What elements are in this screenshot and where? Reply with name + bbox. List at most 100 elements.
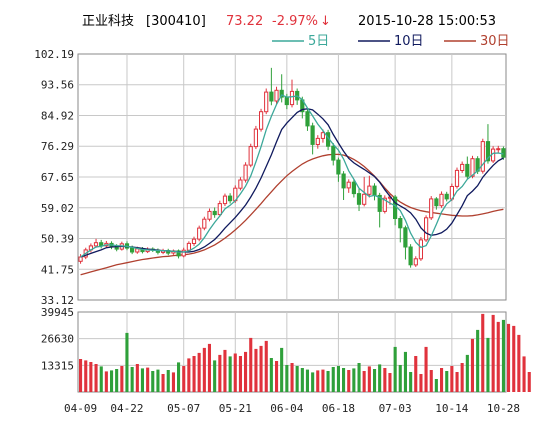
volume-bar [486,337,490,392]
volume-bar [84,360,88,392]
volume-bar [238,356,242,392]
volume-bar [300,368,304,392]
volume-bar [290,363,294,392]
volume-bar [321,369,325,392]
candle-up [197,227,202,240]
candle-down [284,96,289,106]
candle-up [367,185,372,195]
candle-up [289,90,295,106]
volume-bars [79,313,531,392]
volume-bar [115,369,119,392]
candle-up [238,179,243,189]
ma10-line [80,108,504,258]
candle-up [439,193,444,207]
candle-down [377,194,382,212]
price-tick-label: 59.02 [41,202,74,215]
volume-bar [110,370,114,392]
candle-down [465,163,470,177]
volume-bar [146,367,150,392]
volume-bar [527,372,531,392]
candle-down [434,198,439,207]
legend: 5日 10日 30日 [272,34,510,49]
price-tick-label: 50.39 [41,232,74,245]
candle-down [130,247,135,253]
volume-bar [414,356,418,392]
candle-down [331,145,336,161]
candle-down [212,210,217,216]
candle-up [346,181,351,189]
volume-bar [120,366,124,392]
candle-up [382,197,387,212]
ma5-line [80,94,504,258]
volume-bar [455,372,459,392]
volume-bar [182,366,186,392]
volume-bar [104,371,108,392]
volume-bar [166,370,170,392]
candle-up [181,249,186,257]
legend-ma5-label: 5日 [308,34,329,49]
volume-bar [440,368,444,392]
candle-up [259,111,264,130]
volume-bar [140,368,144,392]
candle-up [362,193,367,205]
candle-up [413,258,418,266]
candle-up [274,89,279,102]
x-tick-label: 04-22 [110,402,143,415]
candle-up [93,242,99,247]
candle-up [454,169,460,187]
volume-bar [419,374,423,392]
change-down-arrow-icon: ↓ [320,14,331,29]
volume-bar [507,323,511,392]
price-tick-label: 102.19 [34,48,74,61]
x-tick-label: 07-03 [379,402,412,415]
candle-down [408,246,413,266]
volume-bar [275,361,279,392]
volume-bar [197,352,201,392]
candle-down [485,141,491,162]
volume-tick-label: 13315 [41,359,74,372]
volume-bar [125,332,129,392]
candle-down [228,195,233,202]
x-tick-label: 04-09 [64,402,97,415]
candle-down [279,89,284,98]
x-tick-label: 06-18 [322,402,355,415]
volume-bar [373,369,377,392]
volume-bar [316,370,320,392]
candle-up [207,210,212,220]
price-tick-label: 67.65 [41,171,74,184]
volume-bar [522,356,526,392]
volume-bar [311,372,315,392]
candle-up [202,218,207,229]
x-tick-label: 05-07 [167,402,200,415]
candle-down [310,125,315,145]
volume-bar [218,354,222,392]
volume-bar [517,334,521,392]
candle-down [305,111,310,127]
volume-bar [403,351,407,392]
volume-bar [424,346,428,392]
candle-up [191,238,197,244]
x-tick-label: 06-04 [270,402,303,415]
candle-down [501,148,506,158]
volume-bar [259,345,263,392]
candle-up [418,239,423,260]
volume-bar [496,321,500,392]
volume-bar [326,371,330,392]
last-price: 73.22 [226,14,263,29]
candle-down [351,181,356,195]
volume-bar [99,366,103,392]
stock-name: 正业科技 [82,14,134,29]
volume-bar [264,340,268,392]
volume-tick-label: 26630 [41,333,74,346]
volume-bar [450,366,454,392]
volume-bar [331,367,335,392]
volume-bar [151,371,155,392]
candle-down [398,218,403,229]
volume-bar [244,351,248,392]
legend-ma10-label: 10日 [394,34,424,49]
candle-up [315,137,320,145]
candle-up [264,91,269,113]
x-tick-label: 05-21 [219,402,252,415]
volume-bar [233,353,237,392]
